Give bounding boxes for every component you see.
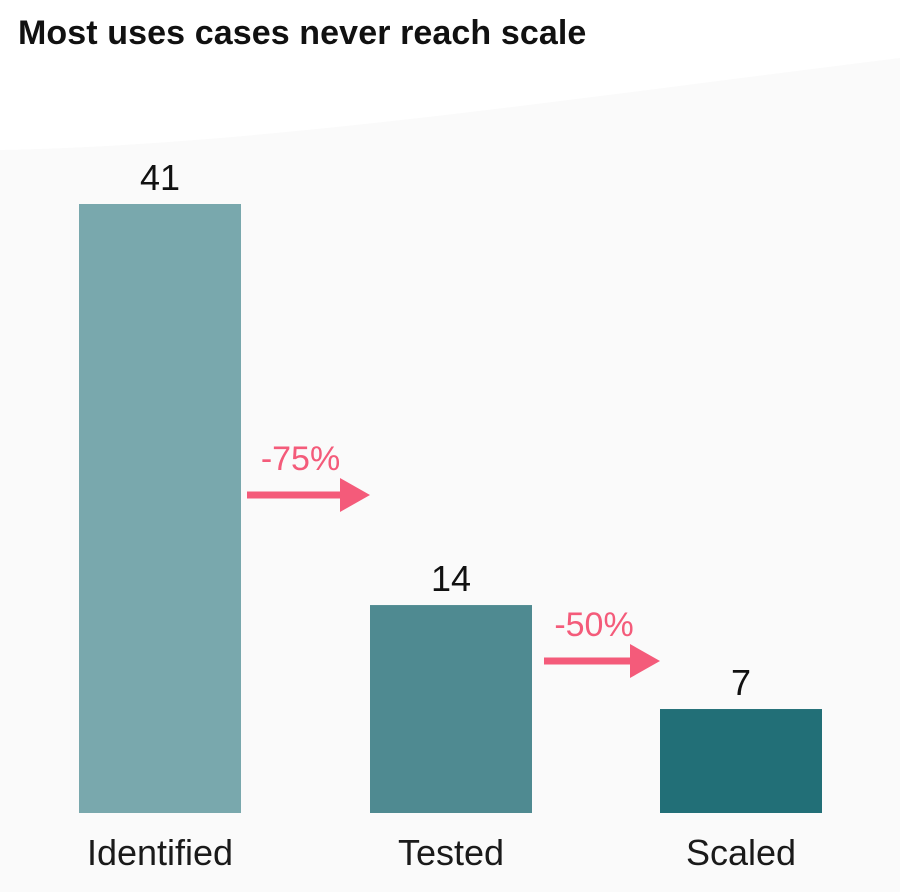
- drop-arrow-2: -50%: [544, 606, 660, 678]
- bar-identified: [79, 204, 241, 813]
- drop-percent-label: -75%: [261, 440, 340, 478]
- value-label-tested: 14: [431, 558, 471, 599]
- arrow-head: [630, 644, 660, 678]
- bar-tested: [370, 605, 532, 813]
- drop-percent-label: -50%: [554, 606, 633, 644]
- arrow-head: [340, 478, 370, 512]
- category-label-tested: Tested: [398, 832, 504, 873]
- value-label-identified: 41: [140, 157, 180, 198]
- category-label-scaled: Scaled: [686, 832, 796, 873]
- chart-title: Most uses cases never reach scale: [18, 14, 587, 52]
- value-label-scaled: 7: [731, 662, 751, 703]
- drop-arrow-1: -75%: [247, 440, 370, 512]
- bar-scaled: [660, 709, 822, 813]
- category-label-identified: Identified: [87, 832, 233, 873]
